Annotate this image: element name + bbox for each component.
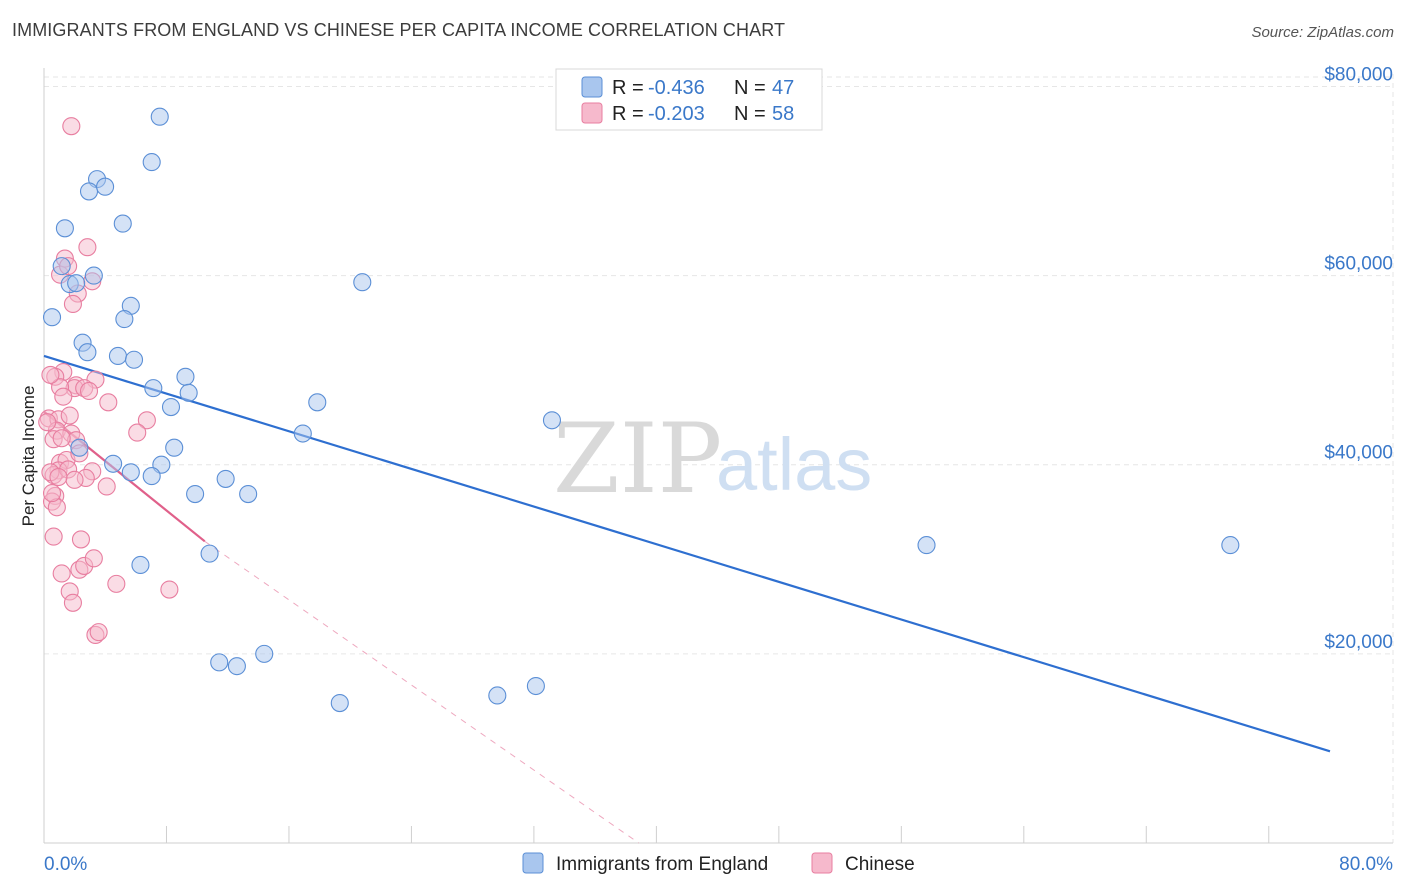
data-point-chinese (84, 549, 103, 568)
data-point-england (293, 424, 312, 443)
axes-layer: $20,000 $40,000 $60,000 $80,000 0.0% 80.0% (43, 64, 1393, 875)
watermark-zip: ZIP (553, 403, 722, 515)
watermark: ZIP atlas (553, 403, 872, 515)
legend-r-label-chinese: R = (612, 103, 644, 125)
data-point-england (1221, 536, 1240, 555)
data-point-england (542, 411, 562, 430)
data-point-england (142, 467, 161, 486)
data-point-england (227, 657, 246, 676)
data-point-england (67, 274, 86, 293)
data-point-england (42, 308, 62, 327)
data-point-chinese (44, 527, 63, 546)
bottom-legend-swatch-chinese (811, 852, 833, 874)
y-tick-label: $20,000 (1324, 632, 1393, 653)
data-point-england (70, 438, 89, 457)
data-point-chinese (54, 387, 73, 406)
data-point-england (186, 484, 205, 504)
chart-source: Source: ZipAtlas.com (1251, 24, 1394, 41)
data-point-england (210, 653, 229, 672)
data-point-chinese (160, 580, 179, 599)
legend-n-label-chinese: N = (734, 103, 766, 125)
x-tick-label-max: 80.0% (1339, 854, 1393, 875)
data-point-england (330, 693, 349, 713)
y-tick-label: $60,000 (1324, 254, 1393, 275)
points-layer (38, 107, 1240, 713)
legend-n-label-england: N = (734, 77, 766, 99)
bottom-legend-label-england: Immigrants from England (556, 854, 768, 875)
data-point-england (108, 346, 127, 366)
data-point-chinese (52, 564, 71, 583)
data-point-england (165, 438, 184, 457)
data-point-chinese (41, 365, 60, 384)
data-point-england (150, 107, 169, 126)
data-point-chinese (107, 574, 126, 593)
data-point-england (78, 343, 97, 362)
trend-line-england (43, 354, 1331, 753)
data-point-chinese (63, 294, 82, 314)
y-axis-label: Per Capita Income (19, 386, 38, 527)
y-tick-label: $80,000 (1324, 64, 1393, 85)
data-point-england (121, 463, 140, 482)
legend-swatch-chinese (581, 102, 603, 124)
legend-r-label-england: R = (612, 77, 644, 99)
y-tick-label: $40,000 (1324, 443, 1393, 464)
data-point-england (142, 153, 161, 172)
data-point-chinese (78, 238, 97, 257)
data-point-chinese (89, 623, 108, 642)
data-point-chinese (38, 413, 57, 432)
data-point-chinese (62, 117, 81, 136)
data-point-england (161, 397, 181, 417)
data-point-england (115, 310, 134, 329)
bottom-legend: Immigrants from England Chinese (522, 852, 915, 875)
trend-line-chinese-extrapolated (204, 540, 640, 844)
watermark-atlas: atlas (716, 423, 872, 506)
data-point-chinese (65, 470, 84, 489)
x-tick-label-min: 0.0% (44, 854, 87, 875)
data-point-chinese (71, 530, 91, 549)
data-point-chinese (42, 484, 62, 503)
data-point-england (200, 544, 219, 563)
data-point-england (917, 536, 936, 555)
data-point-england (144, 379, 163, 398)
data-point-chinese (49, 467, 68, 487)
data-point-england (255, 644, 274, 663)
data-point-england (308, 393, 327, 412)
data-point-chinese (52, 429, 71, 448)
grid-layer (44, 74, 1394, 843)
data-point-england (96, 177, 115, 196)
data-point-chinese (128, 423, 147, 442)
chart-title: IMMIGRANTS FROM ENGLAND VS CHINESE PER C… (12, 20, 786, 40)
data-point-england (84, 266, 103, 285)
legend-box: R = -0.436 N = 47 R = -0.203 N = 58 (555, 68, 823, 131)
data-point-england (176, 367, 195, 386)
data-point-england (239, 484, 258, 504)
data-point-england (124, 350, 144, 369)
data-point-chinese (60, 406, 79, 425)
bottom-legend-label-chinese: Chinese (845, 854, 915, 875)
data-point-england (52, 257, 71, 276)
data-point-england (488, 686, 507, 705)
legend-r-value-chinese: -0.203 (648, 103, 705, 125)
data-point-england (55, 219, 74, 238)
data-point-england (79, 182, 99, 201)
data-point-england (113, 214, 132, 233)
data-point-chinese (63, 593, 82, 612)
data-point-chinese (137, 411, 156, 430)
data-point-england (131, 555, 150, 575)
bottom-legend-swatch-england (522, 852, 544, 874)
data-point-england (216, 469, 235, 488)
data-point-england (104, 454, 123, 473)
data-point-chinese (79, 381, 99, 401)
legend-n-value-england: 47 (772, 77, 794, 99)
data-point-england (526, 676, 545, 696)
data-point-chinese (99, 393, 118, 412)
legend-swatch-england (581, 76, 603, 98)
legend-r-value-england: -0.436 (648, 77, 705, 99)
data-point-england (179, 383, 198, 402)
data-point-england (353, 273, 372, 292)
legend-n-value-chinese: 58 (772, 103, 794, 125)
data-point-chinese (97, 477, 116, 496)
